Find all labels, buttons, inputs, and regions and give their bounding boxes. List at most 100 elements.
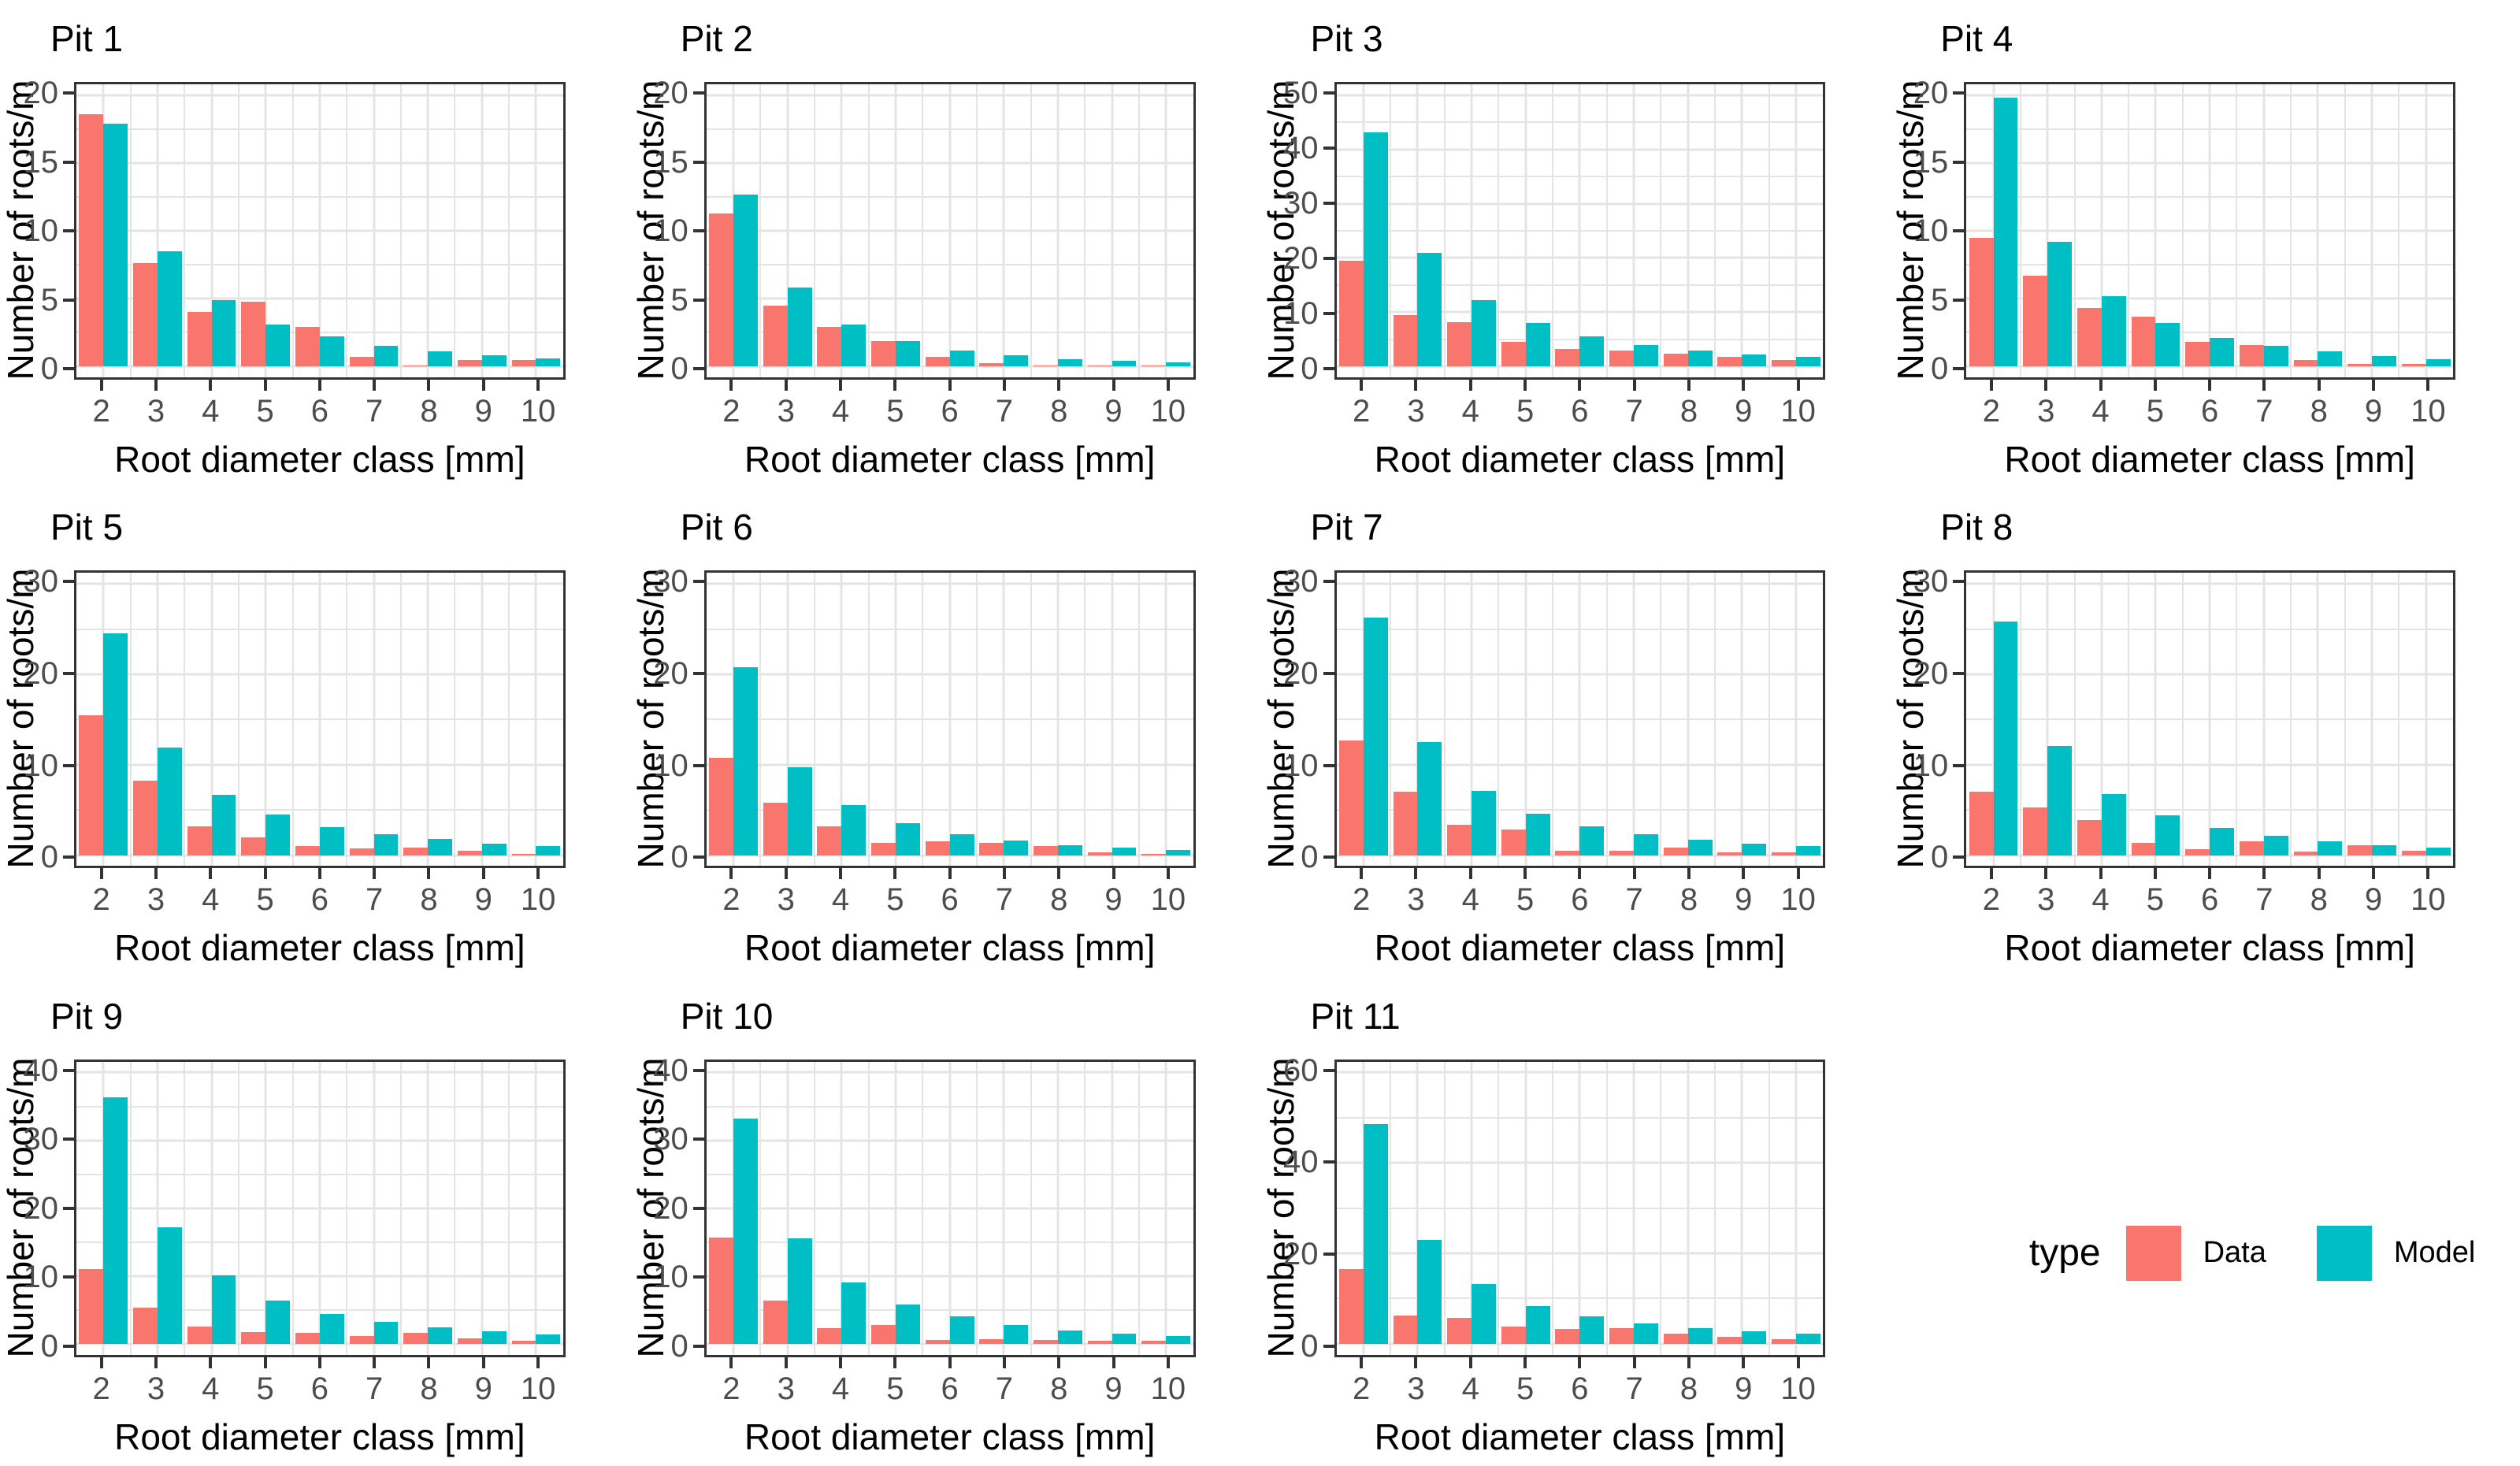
bar-model	[2372, 356, 2396, 367]
x-tick-mark	[784, 1357, 788, 1368]
bar-data	[709, 757, 734, 855]
x-tick-label: 6	[941, 882, 959, 918]
bar-model	[536, 1334, 561, 1344]
y-axis-title: Number of roots/m	[1260, 80, 1301, 380]
x-tick-mark	[1742, 1357, 1746, 1368]
y-tick-mark	[63, 1138, 74, 1141]
gridline-horizontal	[706, 1342, 1193, 1345]
y-tick-mark	[1953, 160, 1965, 164]
x-tick-label: 6	[2201, 394, 2219, 429]
bar-data	[79, 113, 104, 367]
bar-data	[1555, 851, 1580, 855]
y-axis-ticks: 0 5 10 15 20	[24, 77, 74, 384]
bar-data	[1717, 356, 1742, 367]
plot-column: 2 3 4 5 6 7 8 9 10 Root diameter class [mm]	[1964, 570, 2520, 977]
bar-data	[2076, 308, 2102, 367]
y-tick-mark	[63, 855, 74, 859]
y-tick-mark	[1953, 855, 1965, 859]
y-tick-mark	[692, 580, 704, 584]
bar-data	[1501, 1327, 1526, 1344]
bar-model	[1363, 132, 1388, 367]
y-tick-mark	[63, 229, 74, 232]
x-tick-mark	[2044, 380, 2048, 391]
bar-model	[1057, 1330, 1082, 1344]
bar-model	[1004, 841, 1029, 855]
chart-pit-11: Pit 11 Number of roots/m 0 20 40 60 2 3 4 5 6 7 8…	[1260, 978, 1891, 1466]
bar-data	[1447, 322, 1472, 367]
bar-data	[241, 1332, 266, 1344]
gridline-horizontal-minor	[706, 195, 1193, 198]
gridline-horizontal-minor	[76, 264, 563, 266]
x-tick-label: 4	[202, 1371, 220, 1406]
gridline-horizontal-minor	[76, 809, 563, 811]
legend-title: type	[2028, 1232, 2101, 1275]
bar-data	[1663, 1334, 1688, 1344]
x-tick-mark	[948, 868, 952, 880]
chart-title: Pit 1	[50, 18, 124, 59]
y-tick-label: 10	[653, 213, 688, 248]
y-axis-title: Number of roots/m	[1260, 568, 1301, 869]
bar-model	[2263, 836, 2288, 855]
y-tick-mark	[1323, 1160, 1334, 1164]
bar-data	[817, 327, 842, 367]
bar-model	[1525, 813, 1550, 855]
x-axis-title: Root diameter class [mm]	[2004, 439, 2415, 480]
x-tick-label: 5	[1516, 1371, 1535, 1406]
plot-column: 2 3 4 5 6 7 8 9 10 Root diameter class [mm]	[1334, 570, 1891, 977]
x-tick-mark	[536, 380, 540, 391]
bar-data	[1141, 854, 1167, 855]
y-tick-label: 40	[1283, 131, 1319, 165]
bar-model	[211, 299, 236, 367]
y-tick-mark	[1323, 202, 1334, 205]
bar-data	[763, 802, 788, 855]
x-tick-label: 7	[995, 882, 1014, 918]
bar-data	[1663, 354, 1688, 367]
gridline-horizontal-minor	[76, 1308, 563, 1311]
x-tick-label: 4	[831, 1371, 850, 1406]
x-tick-label: 10	[1150, 394, 1186, 429]
bar-data	[79, 714, 104, 855]
x-tick-mark	[427, 868, 431, 880]
y-tick-label: 20	[653, 656, 688, 691]
bar-data	[2401, 850, 2426, 855]
bar-data	[871, 842, 896, 855]
x-tick-label: 3	[777, 394, 795, 429]
x-axis-title: Root diameter class [mm]	[744, 439, 1156, 480]
bar-model	[949, 834, 974, 855]
gridline-horizontal	[76, 1071, 563, 1074]
x-tick-mark	[373, 868, 377, 880]
x-tick-mark	[1166, 868, 1170, 880]
gridline-horizontal	[1966, 854, 2453, 857]
bar-model	[1417, 742, 1442, 855]
x-tick-label: 9	[1104, 882, 1123, 918]
bar-model	[157, 1227, 182, 1344]
x-axis-ticks: 2 3 4 5 6 7 8 9 10	[704, 380, 1196, 438]
x-tick-mark	[1524, 1357, 1527, 1368]
bar-data	[241, 301, 266, 367]
bar-model	[2047, 241, 2073, 367]
bar-model	[787, 767, 812, 855]
bar-model	[103, 633, 128, 855]
y-tick-mark	[1323, 763, 1334, 767]
bar-data	[349, 357, 374, 367]
bar-data	[1717, 1336, 1742, 1344]
x-tick-label: 8	[1050, 394, 1068, 429]
y-tick-mark	[692, 91, 704, 95]
x-tick-label: 2	[1982, 394, 2001, 429]
x-tick-mark	[1360, 380, 1364, 391]
x-tick-mark	[1414, 1357, 1418, 1368]
bar-model	[2318, 351, 2343, 367]
x-tick-mark	[1524, 380, 1527, 391]
gridline-horizontal	[1966, 763, 2453, 766]
x-tick-mark	[1578, 868, 1582, 880]
x-tick-mark	[1796, 868, 1800, 880]
y-tick-mark	[1323, 1068, 1334, 1072]
x-tick-label: 7	[1625, 1371, 1643, 1406]
y-tick-label: 10	[23, 748, 59, 783]
bar-data	[979, 842, 1004, 855]
x-tick-mark	[1632, 1357, 1636, 1368]
bar-data	[1717, 852, 1742, 855]
gridline-horizontal	[1336, 365, 1824, 368]
y-tick-label: 30	[23, 564, 59, 599]
